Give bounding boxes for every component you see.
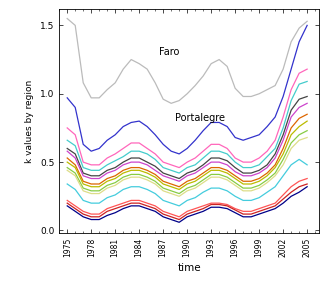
Text: Portalegre: Portalegre: [175, 113, 225, 123]
X-axis label: time: time: [177, 263, 201, 273]
Y-axis label: k values by region: k values by region: [25, 80, 35, 163]
Text: Faro: Faro: [159, 48, 180, 57]
